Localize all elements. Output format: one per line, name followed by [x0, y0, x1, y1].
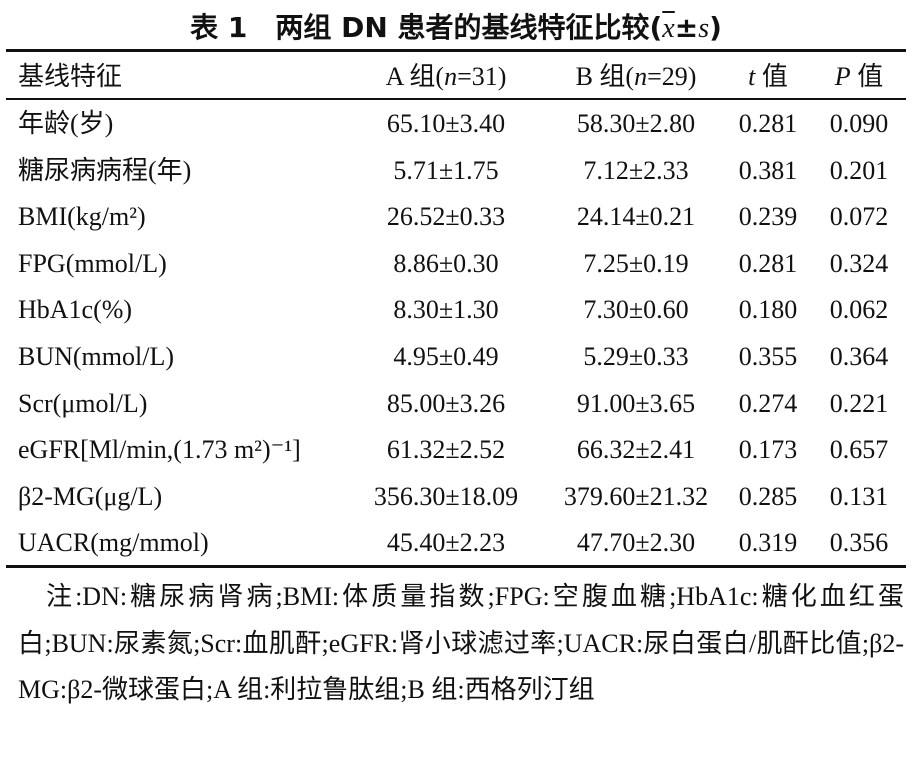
table-header-row: 基线特征 A 组(n=31) B 组(n=29) t 值 P 值	[6, 54, 906, 100]
cell-p-value: 0.324	[829, 248, 889, 278]
table-note: 注:DN:糖尿病肾病;BMI:体质量指数;FPG:空腹血糖;HbA1c:糖化血红…	[18, 582, 904, 704]
mean-symbol: x	[662, 13, 675, 44]
cell-t-value: 0.239	[738, 202, 798, 232]
header-p-symbol: P	[834, 62, 851, 91]
header-group-b: B 组(n=29)	[536, 54, 736, 100]
table-row: 年龄(岁) 65.10±3.40 58.30±2.80 0.281 0.090	[6, 101, 906, 147]
table-row: 糖尿病病程(年) 5.71±1.75 7.12±2.33 0.381 0.201	[6, 148, 906, 194]
table-title: 表 1 两组 DN 患者的基线特征比较(x±s)	[0, 6, 912, 46]
cell-p-value: 0.062	[829, 295, 889, 325]
cell-feature: Scr(μmol/L)	[18, 388, 148, 418]
cell-group-b: 7.25±0.19	[583, 248, 689, 278]
cell-group-a: 26.52±0.33	[386, 202, 506, 232]
table-title-text: 表 1 两组 DN 患者的基线特征比较(	[190, 11, 663, 44]
cell-group-a: 65.10±3.40	[386, 109, 506, 138]
cell-group-b: 58.30±2.80	[576, 109, 696, 138]
header-p-suffix: 值	[850, 62, 884, 91]
cell-group-b: 24.14±0.21	[576, 202, 696, 232]
cell-t-value: 0.281	[738, 109, 798, 138]
cell-feature: eGFR[Ml/min,(1.73 m²)⁻¹]	[18, 435, 301, 465]
cell-feature: BUN(mmol/L)	[18, 342, 174, 371]
cell-group-a: 45.40±2.23	[386, 528, 506, 558]
header-group-a-n: n	[444, 62, 458, 91]
cell-group-a: 8.30±1.30	[393, 295, 499, 325]
table-header-rule	[6, 98, 906, 100]
header-group-b-n: n	[634, 62, 648, 91]
table-row: UACR(mg/mmol) 45.40±2.23 47.70±2.30 0.319 0.…	[6, 520, 906, 566]
header-group-b-count: =29)	[647, 62, 697, 91]
cell-t-value: 0.381	[738, 155, 798, 185]
cell-group-a: 356.30±18.09	[373, 481, 519, 511]
cell-feature: BMI(kg/m²)	[18, 202, 146, 232]
table-row: Scr(μmol/L) 85.00±3.26 91.00±3.65 0.274 0.22…	[6, 381, 906, 427]
table-row: eGFR[Ml/min,(1.73 m²)⁻¹] 61.32±2.52 66.32±…	[6, 427, 906, 473]
cell-p-value: 0.364	[829, 342, 889, 371]
table-top-rule	[6, 49, 906, 52]
header-group-b-label: B 组(	[575, 62, 635, 91]
cell-p-value: 0.201	[829, 155, 889, 185]
cell-t-value: 0.173	[738, 435, 798, 465]
cell-feature: 糖尿病病程(年)	[18, 155, 192, 185]
cell-group-b: 7.12±2.33	[583, 155, 689, 185]
cell-feature: FPG(mmol/L)	[18, 248, 167, 278]
cell-p-value: 0.356	[829, 528, 889, 558]
header-group-a: A 组(n=31)	[340, 54, 552, 100]
cell-group-a: 5.71±1.75	[393, 155, 499, 185]
header-group-a-count: =31)	[457, 62, 507, 91]
cell-group-a: 61.32±2.52	[386, 435, 506, 465]
table-row: β2-MG(μg/L) 356.30±18.09 379.60±21.32 0.285…	[6, 474, 906, 520]
header-feature: 基线特征	[18, 62, 123, 91]
cell-group-a: 8.86±0.30	[393, 248, 499, 278]
cell-feature: β2-MG(μg/L)	[18, 481, 163, 511]
table-bottom-rule	[6, 565, 906, 568]
cell-group-b: 91.00±3.65	[576, 388, 696, 418]
header-t-suffix: 值	[755, 62, 788, 91]
cell-group-b: 66.32±2.41	[576, 435, 696, 465]
cell-t-value: 0.319	[738, 528, 798, 558]
cell-group-b: 379.60±21.32	[563, 481, 709, 511]
cell-group-a: 85.00±3.26	[386, 388, 506, 418]
plus-minus-symbol: ±	[674, 11, 699, 44]
cell-feature: 年龄(岁)	[18, 109, 114, 138]
table-row: BUN(mmol/L) 4.95±0.49 5.29±0.33 0.355 0.364	[6, 334, 906, 380]
cell-group-b: 47.70±2.30	[576, 528, 696, 558]
cell-t-value: 0.180	[738, 295, 798, 325]
header-t-symbol: t	[748, 62, 756, 91]
header-t-value: t 值	[724, 54, 812, 100]
cell-p-value: 0.131	[829, 481, 889, 511]
title-close-paren: )	[709, 11, 722, 44]
cell-p-value: 0.072	[829, 202, 889, 232]
header-p-value: P 值	[812, 54, 906, 100]
cell-feature: UACR(mg/mmol)	[18, 528, 209, 558]
cell-t-value: 0.274	[738, 388, 798, 418]
table-row: FPG(mmol/L) 8.86±0.30 7.25±0.19 0.281 0.324	[6, 241, 906, 287]
cell-group-b: 5.29±0.33	[583, 342, 689, 371]
header-group-a-label: A 组(	[385, 62, 445, 91]
table-row: HbA1c(%) 8.30±1.30 7.30±0.60 0.180 0.062	[6, 287, 906, 333]
table-row: BMI(kg/m²) 26.52±0.33 24.14±0.21 0.239 0.072	[6, 194, 906, 240]
cell-group-b: 7.30±0.60	[583, 295, 689, 325]
sd-symbol: s	[698, 13, 710, 44]
cell-t-value: 0.281	[738, 248, 798, 278]
cell-p-value: 0.221	[829, 388, 889, 418]
cell-p-value: 0.657	[829, 435, 889, 465]
cell-p-value: 0.090	[829, 109, 889, 138]
cell-feature: HbA1c(%)	[18, 295, 133, 325]
cell-t-value: 0.355	[738, 342, 798, 371]
cell-t-value: 0.285	[738, 481, 798, 511]
cell-group-a: 4.95±0.49	[393, 342, 499, 371]
